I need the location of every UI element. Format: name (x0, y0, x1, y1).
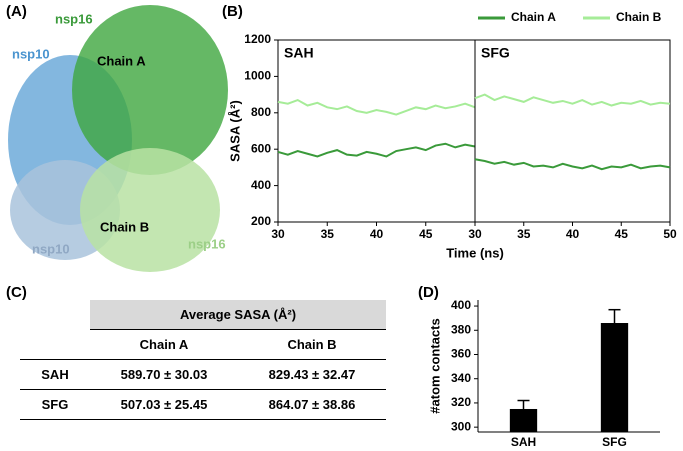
y-tick-label: 380 (451, 322, 471, 336)
x-tick-label: SAH (511, 435, 536, 449)
data-line (277, 98, 476, 116)
structure-label: nsp10 (12, 46, 50, 61)
x-tick-label: 30 (271, 227, 285, 241)
structure-label: nsp16 (188, 236, 226, 251)
y-tick-label: 1200 (244, 32, 271, 46)
panel-title: SAH (284, 45, 314, 61)
data-line (474, 158, 671, 171)
nsp16-blob (72, 5, 228, 175)
nsp16-blob (80, 148, 220, 272)
y-axis-title: #atom contacts (427, 318, 442, 413)
plot-frame (474, 39, 671, 223)
cell: 589.70 ± 30.03 (90, 359, 238, 390)
plot-frame (277, 39, 476, 223)
x-tick-label: 50 (663, 227, 677, 241)
data-line (277, 142, 476, 158)
panel-label: (A) (6, 3, 27, 20)
structure-label: Chain B (100, 219, 149, 234)
y-tick-label: 800 (251, 105, 271, 119)
y-tick-label: 340 (451, 371, 471, 385)
structure-label: nsp10 (32, 241, 70, 256)
x-tick-label: SFG (602, 435, 627, 449)
column-header: Chain B (238, 329, 386, 360)
y-tick-label: 360 (451, 347, 471, 361)
y-tick-label: 600 (251, 141, 271, 155)
data-line (474, 93, 671, 107)
y-tick-label: 400 (251, 178, 271, 192)
y-tick-label: 300 (451, 419, 471, 433)
panel-title: SFG (481, 45, 510, 61)
bar (509, 408, 538, 432)
x-tick-label: 35 (517, 227, 531, 241)
row-header: SFG (20, 389, 90, 420)
legend-label: Chain A (511, 10, 556, 24)
y-tick-label: 400 (451, 298, 471, 312)
x-tick-label: 40 (566, 227, 580, 241)
bar (600, 323, 629, 432)
panel-label: (D) (418, 284, 439, 301)
panel-label: (C) (6, 284, 27, 301)
legend-label: Chain B (616, 10, 662, 24)
table-title: Average SASA (Å²) (90, 300, 386, 330)
structure-label: Chain A (97, 53, 146, 68)
panel-label: (B) (222, 3, 243, 20)
y-axis-title: SASA (Å²) (227, 100, 242, 162)
row-header: SAH (20, 359, 90, 390)
column-header: Chain A (90, 329, 238, 360)
structure-label: nsp16 (55, 11, 93, 26)
x-tick-label: 40 (370, 227, 384, 241)
structure (8, 5, 228, 272)
x-tick-label: 45 (419, 227, 433, 241)
y-tick-label: 320 (451, 395, 471, 409)
x-tick-label: 35 (321, 227, 335, 241)
x-tick-label: 30 (468, 227, 482, 241)
cell: 829.43 ± 32.47 (238, 359, 386, 390)
y-tick-label: 200 (251, 214, 271, 228)
sasa-table: Average SASA (Å²) Chain A Chain B SAH 589.… (20, 300, 386, 420)
cell: 864.07 ± 38.86 (238, 389, 386, 420)
y-tick-label: 1000 (244, 69, 271, 83)
cell: 507.03 ± 25.45 (90, 389, 238, 420)
x-axis-title: Time (ns) (446, 245, 504, 260)
x-tick-label: 45 (615, 227, 629, 241)
